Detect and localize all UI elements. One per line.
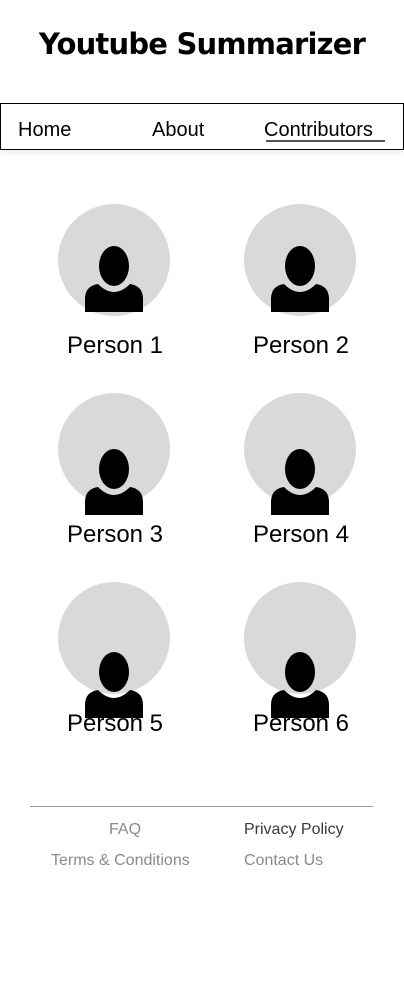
user-silhouette-icon: [85, 246, 143, 312]
avatar: [58, 393, 170, 515]
contributor-name: Person 3: [66, 521, 164, 548]
user-silhouette-icon: [271, 652, 329, 718]
contributor-card-5: Person 5: [30, 582, 200, 742]
avatar: [244, 582, 356, 718]
top-navbar: Home About Contributors: [0, 103, 404, 150]
contributor-name: Person 4: [252, 521, 350, 548]
contributor-name: Person 1: [66, 332, 164, 359]
avatar: [244, 393, 356, 515]
avatar: [58, 204, 170, 316]
active-nav-underline: [266, 140, 385, 142]
user-silhouette-icon: [85, 449, 143, 515]
nav-item-about[interactable]: About: [152, 119, 205, 141]
user-silhouette-icon: [85, 652, 143, 718]
contributor-card-3: Person 3: [30, 393, 200, 553]
footer-link-terms-conditions[interactable]: Terms & Conditions: [51, 852, 190, 869]
contributor-name: Person 5: [66, 710, 164, 737]
user-silhouette-icon: [271, 246, 329, 312]
avatar: [58, 582, 170, 718]
app-title: Youtube Summarizer: [38, 27, 366, 61]
footer-link-contact-us[interactable]: Contact Us: [244, 852, 324, 869]
contributor-card-1: Person 1: [30, 204, 200, 364]
nav-item-contributors[interactable]: Contributors: [264, 119, 373, 141]
contributor-card-2: Person 2: [216, 204, 386, 364]
user-silhouette-icon: [271, 449, 329, 515]
contributor-card-4: Person 4: [216, 393, 386, 553]
footer-link-privacy-policy[interactable]: Privacy Policy: [244, 821, 344, 838]
contributor-card-6: Person 6: [216, 582, 386, 742]
contributor-name: Person 6: [252, 710, 350, 737]
avatar: [244, 204, 356, 316]
footer-divider: [30, 806, 373, 807]
nav-item-home[interactable]: Home: [18, 119, 72, 141]
footer-link-faq[interactable]: FAQ: [109, 821, 142, 838]
contributor-name: Person 2: [252, 332, 350, 359]
